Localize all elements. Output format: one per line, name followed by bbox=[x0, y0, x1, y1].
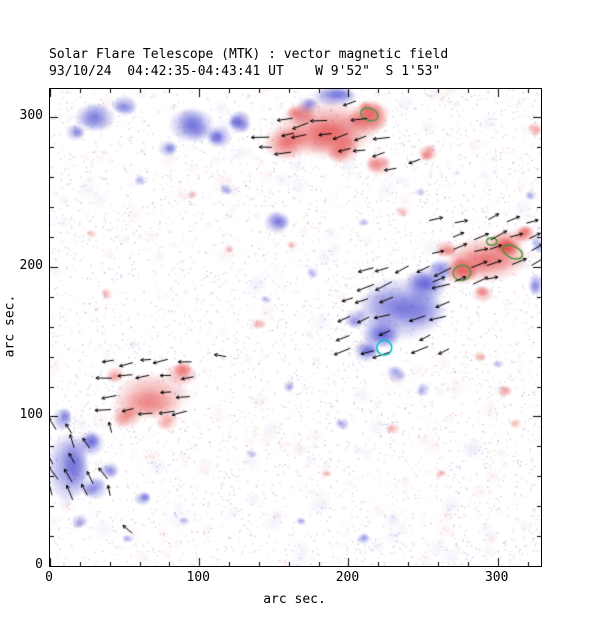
figure-subtitle: 93/10/24 04:42:35-04:43:41 UT W 9'52" S … bbox=[49, 64, 441, 79]
y-tick-label: 200 bbox=[19, 257, 43, 273]
figure-title: Solar Flare Telescope (MTK) : vector mag… bbox=[49, 47, 449, 62]
x-tick-label: 0 bbox=[45, 570, 53, 585]
x-tick-label: 100 bbox=[186, 570, 210, 585]
magnetogram-canvas bbox=[50, 89, 541, 566]
x-tick-label: 200 bbox=[335, 570, 360, 585]
x-axis-label: arc sec. bbox=[263, 592, 326, 607]
y-tick-label: 100 bbox=[19, 407, 43, 423]
plot-area bbox=[49, 88, 542, 567]
y-tick-label: 0 bbox=[35, 557, 43, 572]
y-axis-label: arc sec. bbox=[2, 294, 18, 358]
y-tick-label: 300 bbox=[19, 108, 43, 124]
x-tick-label: 300 bbox=[484, 570, 509, 585]
